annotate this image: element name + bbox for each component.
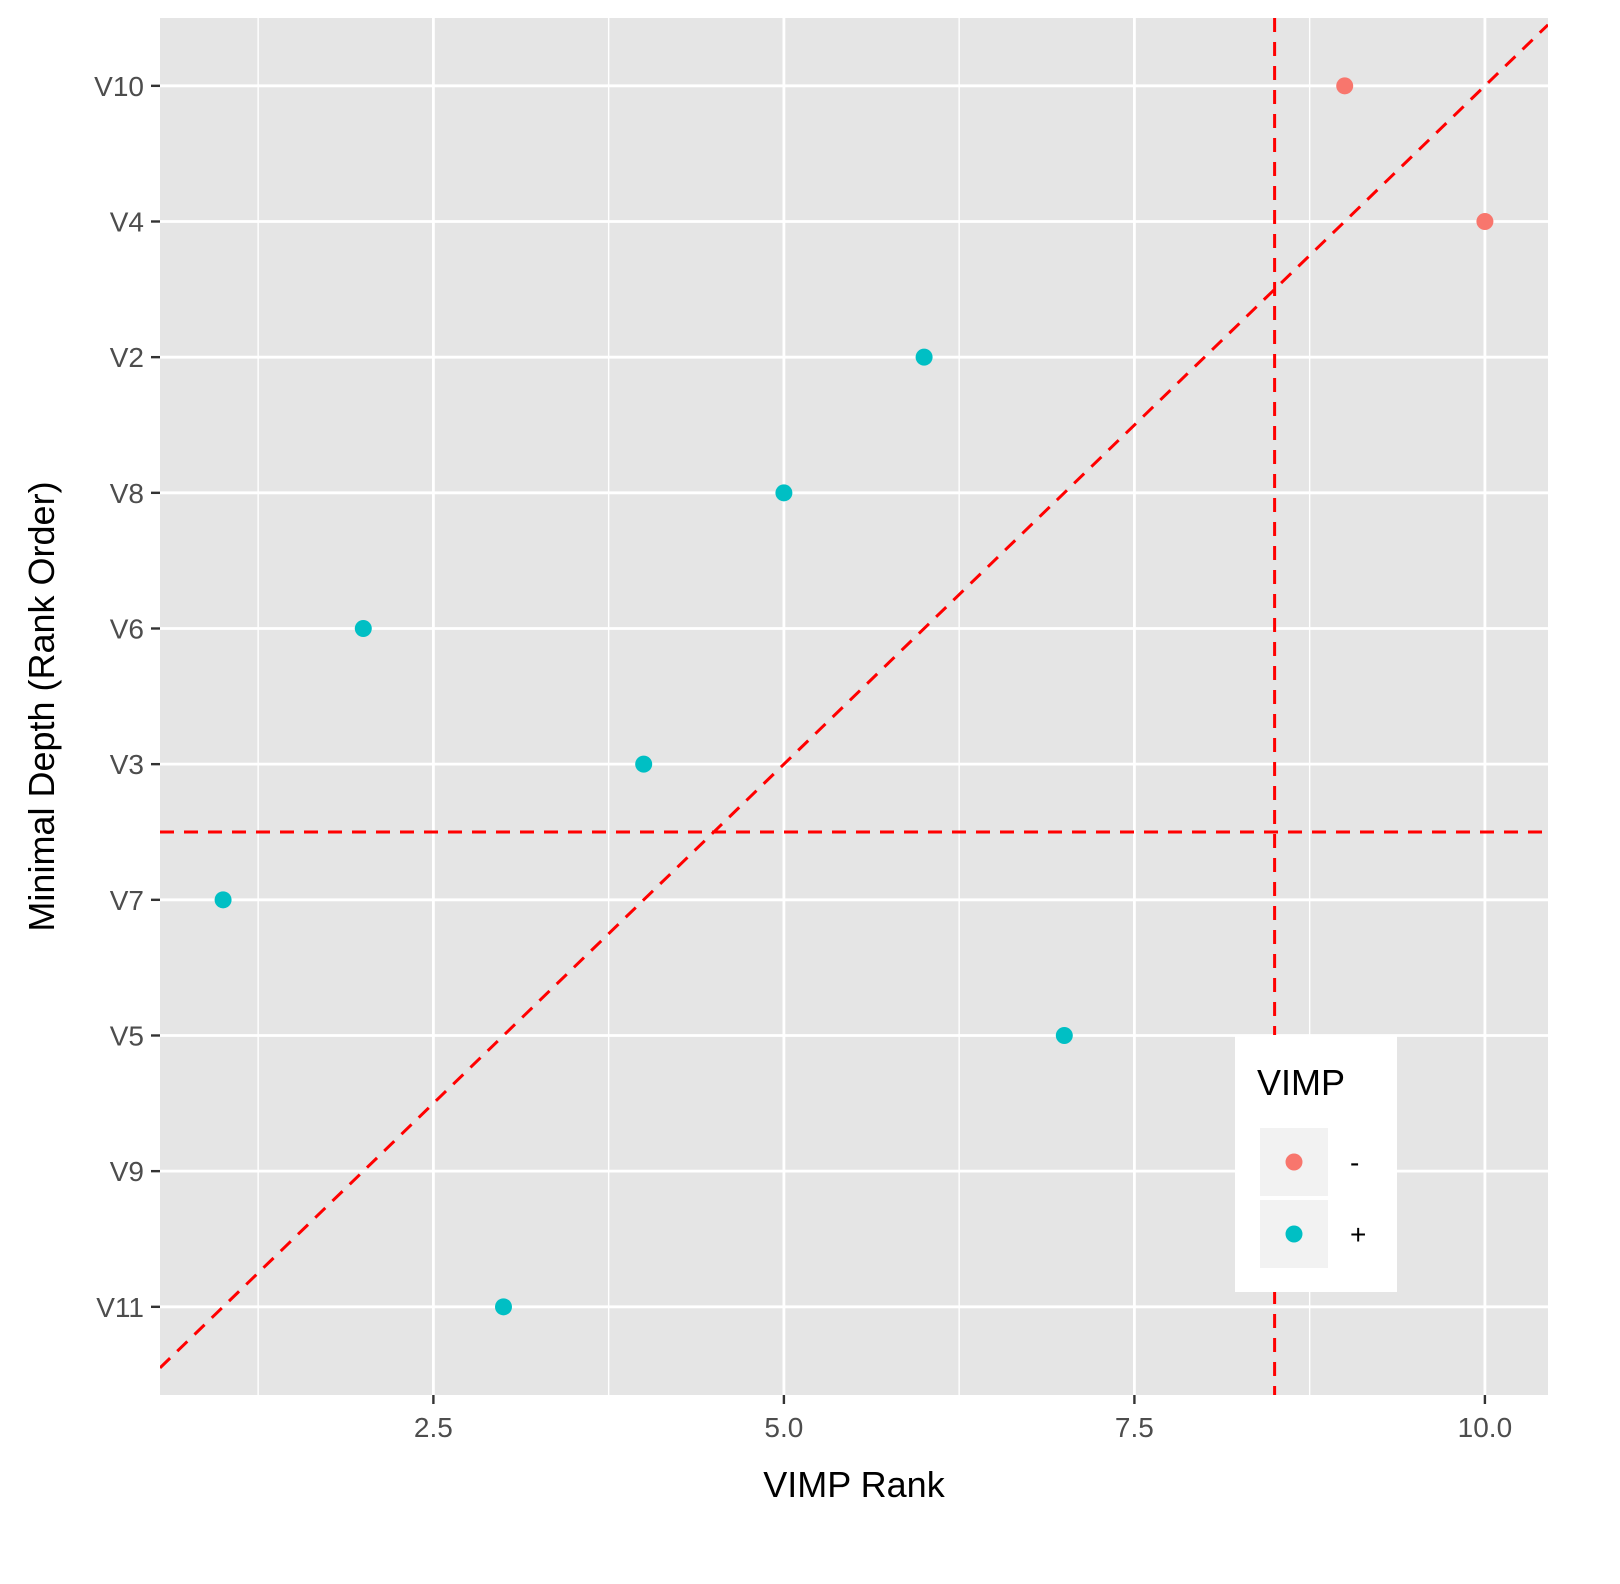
data-point	[1476, 212, 1494, 230]
reference-line-diagonal	[160, 23, 1548, 1369]
legend: VIMP -+	[1235, 1035, 1397, 1292]
x-axis-title: VIMP Rank	[763, 1464, 945, 1505]
y-tick-label: V4	[110, 206, 144, 237]
x-tick-label: 2.5	[414, 1412, 453, 1443]
y-tick-label: V5	[110, 1020, 144, 1051]
data-point	[1055, 1026, 1073, 1044]
data-point	[1336, 77, 1354, 95]
legend-swatch	[1285, 1153, 1303, 1171]
data-points	[214, 77, 1494, 1316]
data-point	[775, 484, 793, 502]
data-point	[915, 348, 933, 366]
y-tick-label: V2	[110, 342, 144, 373]
y-tick-label: V3	[110, 749, 144, 780]
x-tick-label: 5.0	[764, 1412, 803, 1443]
legend-title: VIMP	[1257, 1062, 1345, 1103]
x-axis: 2.5 5.0 7.5 10.0	[414, 1395, 1512, 1443]
y-axis: V11 V9 V5 V7 V3 V6 V8 V2 V4 V10	[94, 71, 160, 1323]
legend-label: +	[1350, 1219, 1366, 1250]
legend-items: -+	[1260, 1128, 1366, 1268]
y-axis-title: Minimal Depth (Rank Order)	[21, 481, 62, 931]
y-tick-label: V9	[110, 1156, 144, 1187]
y-tick-label: V10	[94, 71, 144, 102]
y-tick-label: V8	[110, 478, 144, 509]
data-point	[635, 755, 653, 773]
legend-label: -	[1350, 1147, 1359, 1178]
x-tick-label: 7.5	[1115, 1412, 1154, 1443]
data-point	[214, 891, 232, 909]
minor-gridlines	[257, 18, 1311, 1395]
y-tick-label: V11	[96, 1292, 144, 1323]
data-point	[494, 1298, 512, 1316]
reference-lines	[160, 18, 1548, 1395]
y-tick-label: V7	[110, 885, 144, 916]
y-tick-label: V6	[110, 613, 144, 644]
data-point	[354, 619, 372, 637]
legend-swatch	[1285, 1225, 1303, 1243]
x-tick-label: 10.0	[1458, 1412, 1513, 1443]
